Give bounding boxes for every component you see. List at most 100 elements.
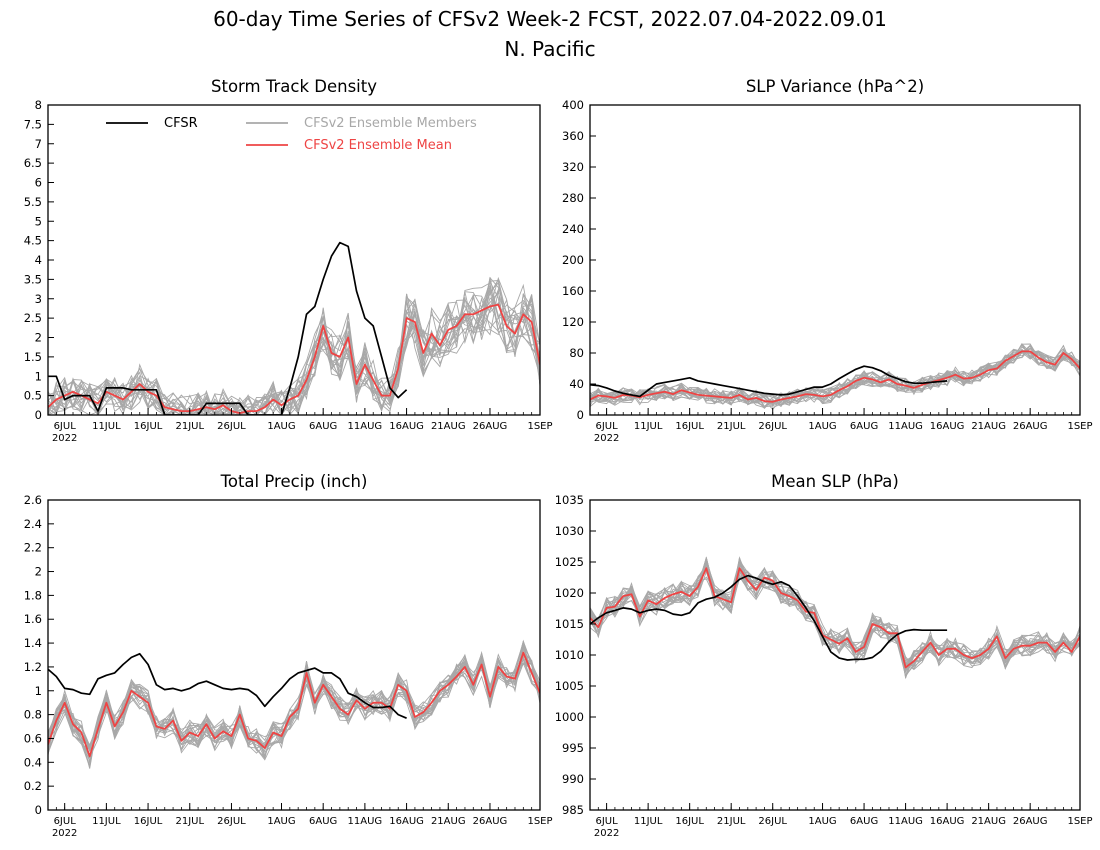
y-tick-label: 990 <box>562 772 584 786</box>
x-tick-label: 1SEP <box>527 816 552 827</box>
x-year-label: 2022 <box>52 433 77 444</box>
panel-title: SLP Variance (hPa^2) <box>746 77 924 96</box>
plot-area <box>48 639 540 769</box>
plot-area <box>590 343 1080 411</box>
ensemble-member-line <box>48 655 540 753</box>
x-tick-label: 6JUL <box>54 816 77 827</box>
x-tick-label: 11JUL <box>634 421 663 432</box>
y-tick-label: 1.6 <box>24 612 42 626</box>
y-tick-label: 1025 <box>555 555 584 569</box>
x-tick-label: 6JUL <box>596 421 619 432</box>
x-tick-label: 6JUL <box>596 816 619 827</box>
x-year-label: 2022 <box>52 828 77 839</box>
x-tick-label: 26JUL <box>758 816 787 827</box>
x-tick-label: 11AUG <box>888 421 923 432</box>
y-tick-label: 1000 <box>555 710 584 724</box>
chart-panel: SLP Variance (hPa^2) 0 40 80 120 160 200 240 280… <box>562 77 1092 444</box>
x-tick-label: 16AUG <box>930 421 965 432</box>
x-tick-label: 16JUL <box>675 421 704 432</box>
ensemble-member-line <box>48 294 540 415</box>
x-tick-label: 26AUG <box>473 816 508 827</box>
x-tick-label: 1SEP <box>1067 816 1092 827</box>
y-tick-label: 40 <box>569 377 584 391</box>
y-tick-label: 0 <box>577 408 584 422</box>
legend-label-mean: CFSv2 Ensemble Mean <box>304 138 452 153</box>
x-tick-label: 26JUL <box>758 421 787 432</box>
y-tick-label: 2.5 <box>24 311 42 325</box>
plot-area <box>590 556 1080 680</box>
x-tick-label: 1SEP <box>527 421 552 432</box>
x-tick-label: 6JUL <box>54 421 77 432</box>
y-tick-label: 360 <box>562 129 584 143</box>
y-tick-label: 0.6 <box>24 731 42 745</box>
x-tick-label: 26AUG <box>473 421 508 432</box>
x-tick-label: 21JUL <box>175 421 204 432</box>
x-tick-label: 16JUL <box>675 816 704 827</box>
x-tick-label: 6AUG <box>850 816 878 827</box>
x-tick-label: 26AUG <box>1013 816 1048 827</box>
x-tick-label: 26AUG <box>1013 421 1048 432</box>
legend: CFSR CFSv2 Ensemble Members CFSv2 Ensemble… <box>106 116 477 153</box>
ensemble-mean-line <box>48 651 540 758</box>
x-tick-label: 26JUL <box>217 816 246 827</box>
y-tick-label: 8 <box>35 98 42 112</box>
y-tick-label: 320 <box>562 160 584 174</box>
x-tick-label: 16AUG <box>389 421 424 432</box>
y-tick-label: 1 <box>35 684 42 698</box>
y-tick-label: 2 <box>35 331 42 345</box>
x-year-label: 2022 <box>594 433 619 444</box>
y-tick-label: 280 <box>562 191 584 205</box>
y-tick-label: 4 <box>35 253 42 267</box>
x-tick-label: 21JUL <box>175 816 204 827</box>
ensemble-mean-line <box>48 303 540 415</box>
plot-area <box>48 241 540 415</box>
x-tick-label: 11JUL <box>92 421 121 432</box>
y-tick-label: 6.5 <box>24 156 42 170</box>
y-tick-label: 2.2 <box>24 541 42 555</box>
cfsr-line <box>590 365 948 398</box>
x-tick-label: 1AUG <box>808 421 836 432</box>
x-tick-label: 11AUG <box>348 816 383 827</box>
ensemble-member-line <box>590 563 1080 668</box>
y-tick-label: 1015 <box>555 617 584 631</box>
x-tick-label: 1SEP <box>1067 421 1092 432</box>
y-tick-label: 1.8 <box>24 588 42 602</box>
y-tick-label: 0.5 <box>24 389 42 403</box>
x-tick-label: 11JUL <box>92 816 121 827</box>
panel-title: Storm Track Density <box>211 77 377 96</box>
y-tick-label: 0.4 <box>24 755 42 769</box>
y-tick-label: 1030 <box>555 524 584 538</box>
y-tick-label: 995 <box>562 741 584 755</box>
x-tick-label: 6AUG <box>309 816 337 827</box>
x-tick-label: 21AUG <box>431 816 466 827</box>
chart-panel: Mean SLP (hPa) 985 990 995 1000 1005 1010 1015 1… <box>555 472 1093 839</box>
y-tick-label: 1.4 <box>24 636 42 650</box>
y-tick-label: 3.5 <box>24 272 42 286</box>
y-tick-label: 160 <box>562 284 584 298</box>
y-tick-label: 120 <box>562 315 584 329</box>
x-tick-label: 16AUG <box>930 816 965 827</box>
ensemble-member-line <box>590 348 1080 405</box>
y-tick-label: 0.2 <box>24 779 42 793</box>
y-tick-label: 240 <box>562 222 584 236</box>
chart-panel: Storm Track Density 0 0.5 1 1.5 2 2.5 3 3.5 4 4.5 5… <box>24 77 553 444</box>
ensemble-member-line <box>48 282 540 415</box>
x-tick-label: 21JUL <box>717 816 746 827</box>
y-tick-label: 4.5 <box>24 234 42 248</box>
chart-panels: Storm Track Density 0 0.5 1 1.5 2 2.5 3 3.5 4 4.5 5… <box>24 77 1093 839</box>
figure-title: 60-day Time Series of CFSv2 Week-2 FCST,… <box>213 7 887 31</box>
x-tick-label: 21AUG <box>971 816 1006 827</box>
y-tick-label: 5.5 <box>24 195 42 209</box>
y-tick-label: 1020 <box>555 586 584 600</box>
y-tick-label: 1 <box>35 369 42 383</box>
ensemble-member-line <box>48 649 540 751</box>
legend-label-cfsr: CFSR <box>164 116 198 131</box>
x-tick-label: 21AUG <box>971 421 1006 432</box>
cfsr-line <box>48 241 408 415</box>
y-tick-label: 2 <box>35 565 42 579</box>
y-tick-label: 0 <box>35 408 42 422</box>
x-tick-label: 11JUL <box>634 816 663 827</box>
y-tick-label: 985 <box>562 803 584 817</box>
